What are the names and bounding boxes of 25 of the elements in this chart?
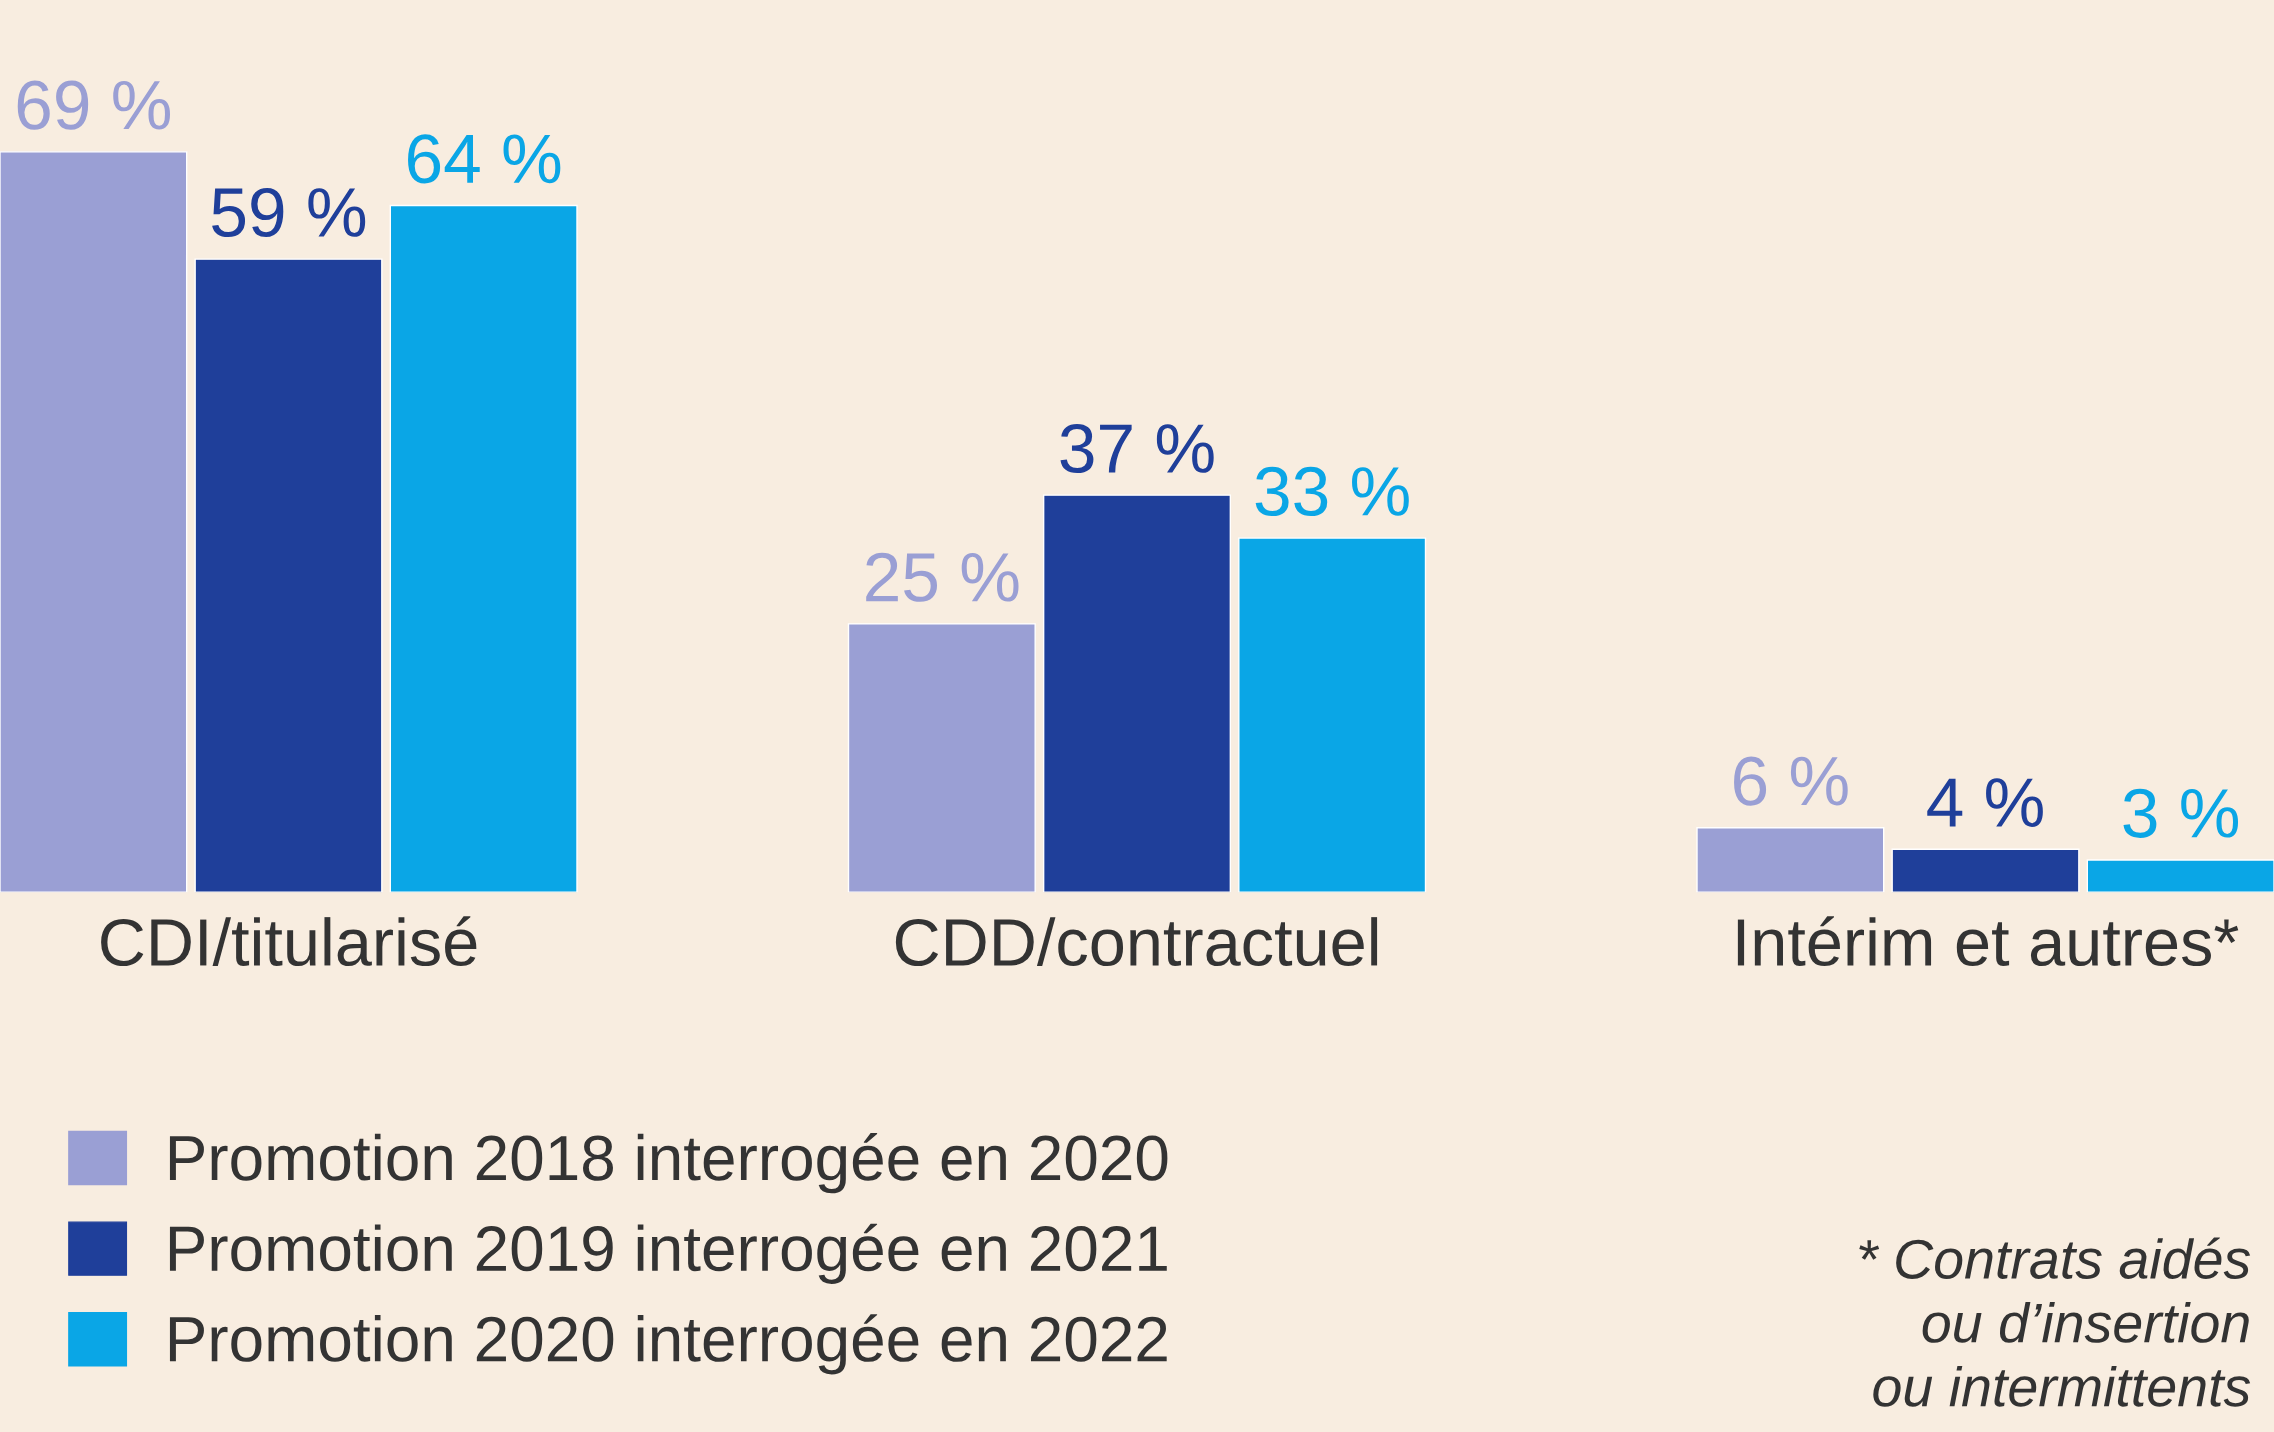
data-label: 6 %: [1734, 756, 1848, 806]
bar: [1891, 848, 2080, 893]
data-label: 59 %: [212, 187, 366, 238]
x-tick-label: Intérim et autres*: [1737, 916, 2239, 967]
data-label: 64 %: [408, 134, 561, 184]
data-label: 25 %: [866, 552, 1019, 602]
bar: [194, 258, 383, 893]
bar: [1696, 827, 1885, 893]
x-tick-label: CDI/titularisé: [101, 916, 477, 967]
bar: [1042, 494, 1232, 893]
data-label: 37 %: [1060, 423, 1214, 474]
data-label: 33 %: [1255, 466, 1409, 517]
bar: [389, 204, 578, 893]
legend-label: Promotion 2019 interrogée en 2021: [169, 1223, 1167, 1284]
x-tick-label: CDD/contractuel: [895, 917, 1378, 967]
bar: [2086, 859, 2274, 893]
data-label: 69 %: [17, 80, 171, 130]
text: * Contrats aidés ou d’insertion ou intermittents: [1859, 1237, 2251, 1407]
bar: [1238, 537, 1427, 893]
bar: [0, 151, 188, 893]
data-label: 4 %: [1927, 778, 2043, 827]
legend-label: Promotion 2018 interrogée en 2020: [169, 1133, 1168, 1194]
data-label: 3 %: [2123, 788, 2239, 838]
bar: [847, 623, 1036, 893]
legend-label: Promotion 2020 interrogée en 2022: [169, 1314, 1167, 1375]
